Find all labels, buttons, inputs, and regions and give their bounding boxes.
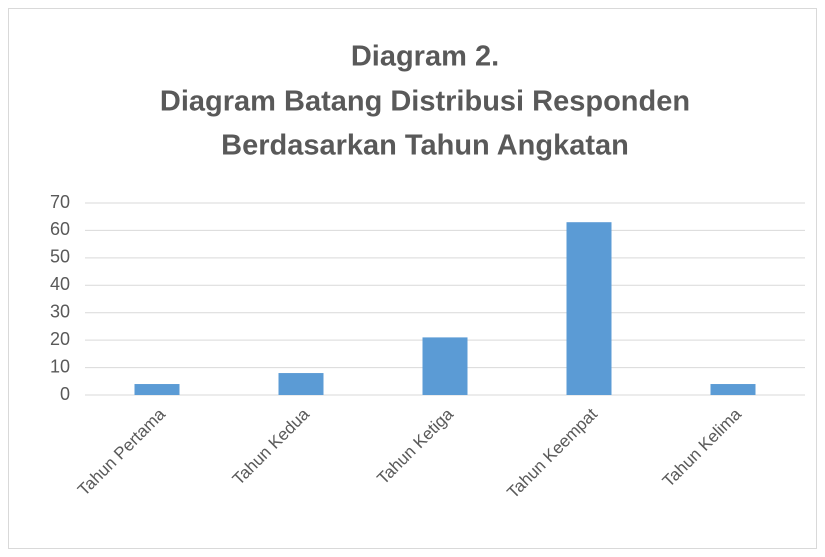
y-tick-label: 60 (50, 219, 70, 239)
y-tick-label: 70 (50, 192, 70, 212)
y-tick-label: 10 (50, 356, 70, 376)
bar (710, 384, 756, 395)
y-tick-label: 50 (50, 247, 70, 267)
bar (134, 384, 180, 395)
y-tick-label: 20 (50, 329, 70, 349)
chart-title: Diagram 2. (351, 41, 499, 73)
bar (278, 373, 324, 395)
y-tick-label: 40 (50, 274, 70, 294)
chart-title: Berdasarkan Tahun Angkatan (221, 130, 629, 162)
bar (422, 337, 468, 395)
chart-border (8, 8, 817, 549)
chart-title: Diagram Batang Distribusi Responden (160, 86, 690, 118)
y-tick-label: 0 (60, 384, 70, 404)
y-tick-label: 30 (50, 301, 70, 321)
bar (566, 222, 612, 395)
